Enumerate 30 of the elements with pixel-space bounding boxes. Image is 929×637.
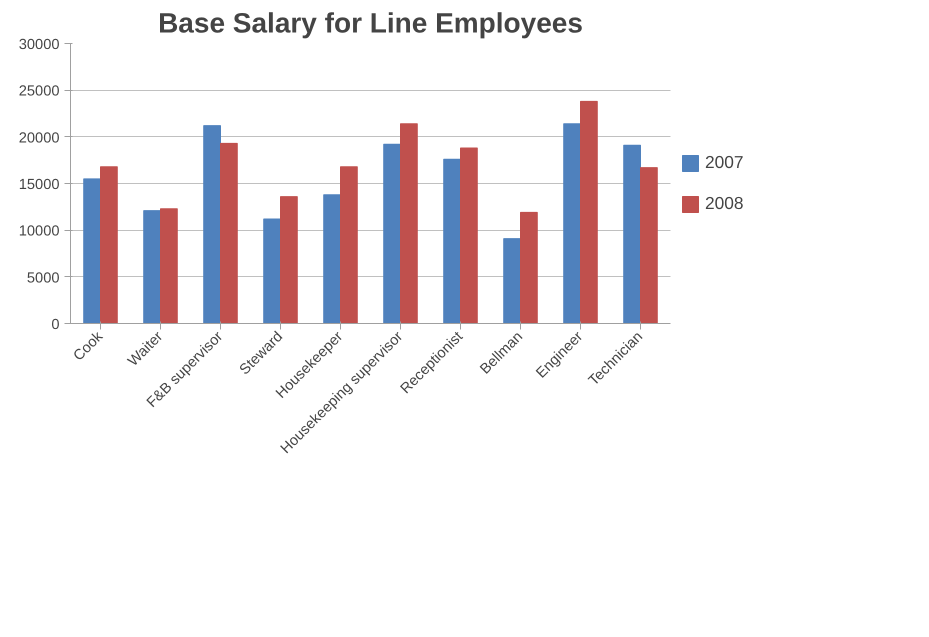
bar — [263, 218, 281, 324]
bar — [280, 196, 298, 324]
legend-label: 2007 — [705, 152, 744, 173]
y-tick-label: 0 — [51, 317, 60, 333]
bar — [83, 178, 101, 324]
bar — [383, 144, 401, 324]
bar — [400, 123, 418, 324]
bar — [100, 166, 118, 324]
bar — [580, 100, 598, 324]
bar — [503, 238, 521, 324]
legend-label: 2008 — [705, 193, 744, 214]
y-tick-label: 15000 — [18, 177, 60, 193]
bar — [460, 148, 478, 324]
chart-title: Base Salary for Line Employees — [158, 8, 583, 38]
y-tick-label: 25000 — [18, 84, 60, 100]
bar — [160, 208, 178, 324]
bar — [443, 158, 461, 324]
bar — [220, 142, 238, 324]
bar — [520, 212, 538, 324]
y-tick-label: 30000 — [18, 37, 60, 53]
bar — [563, 123, 581, 324]
y-tick-label: 5000 — [26, 270, 60, 286]
y-tick-label: 20000 — [18, 130, 60, 146]
y-tick-label: 10000 — [18, 224, 60, 240]
bar — [203, 125, 221, 324]
bar — [340, 166, 358, 324]
bar — [143, 210, 161, 324]
bar — [323, 194, 341, 324]
bar — [623, 144, 641, 324]
bar — [640, 167, 658, 324]
